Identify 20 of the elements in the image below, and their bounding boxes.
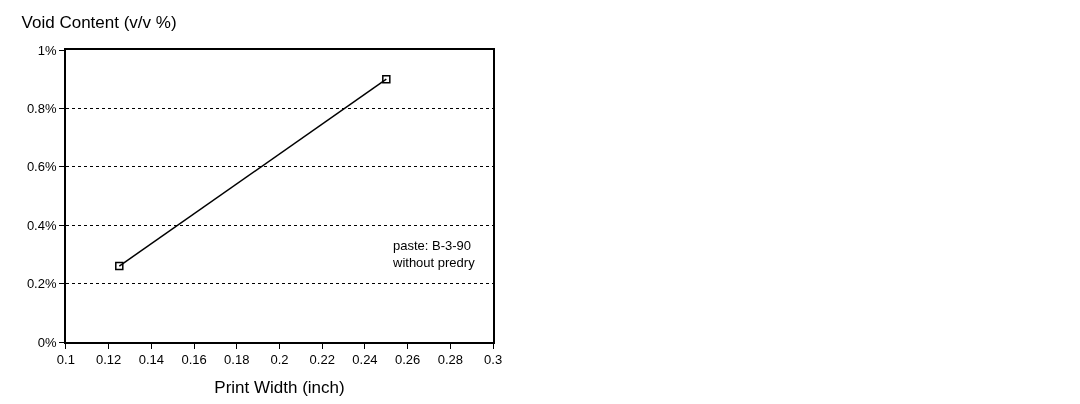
y-tick-label: 0%	[37, 334, 57, 350]
x-tick-label: 0.12	[95, 352, 122, 368]
x-axis-title: Print Width (inch)	[214, 378, 345, 398]
x-tick-label: 0.24	[352, 352, 378, 368]
x-tick-label: 0.1	[56, 352, 75, 368]
y-tick-label: 0.4%	[26, 217, 57, 233]
annotation: paste: B-3-90 without predry	[392, 238, 476, 270]
x-tick-label: 0.2	[270, 352, 289, 368]
y-tick-label: 0.6%	[26, 159, 57, 175]
y-tick-label: 0.2%	[26, 276, 57, 292]
chart-title: Void Content (v/v %)	[21, 13, 177, 33]
y-tick-label: 1%	[37, 42, 57, 58]
x-tick-label: 0.16	[181, 352, 207, 368]
x-tick-label: 0.18	[224, 352, 250, 368]
x-tick-label: 0.28	[437, 352, 464, 368]
x-tick-label: 0.3	[484, 352, 503, 368]
x-tick-label: 0.14	[138, 352, 164, 368]
y-tick-label: 0.8%	[26, 100, 57, 116]
x-tick-label: 0.22	[309, 352, 335, 368]
x-tick-label: 0.26	[395, 352, 421, 368]
